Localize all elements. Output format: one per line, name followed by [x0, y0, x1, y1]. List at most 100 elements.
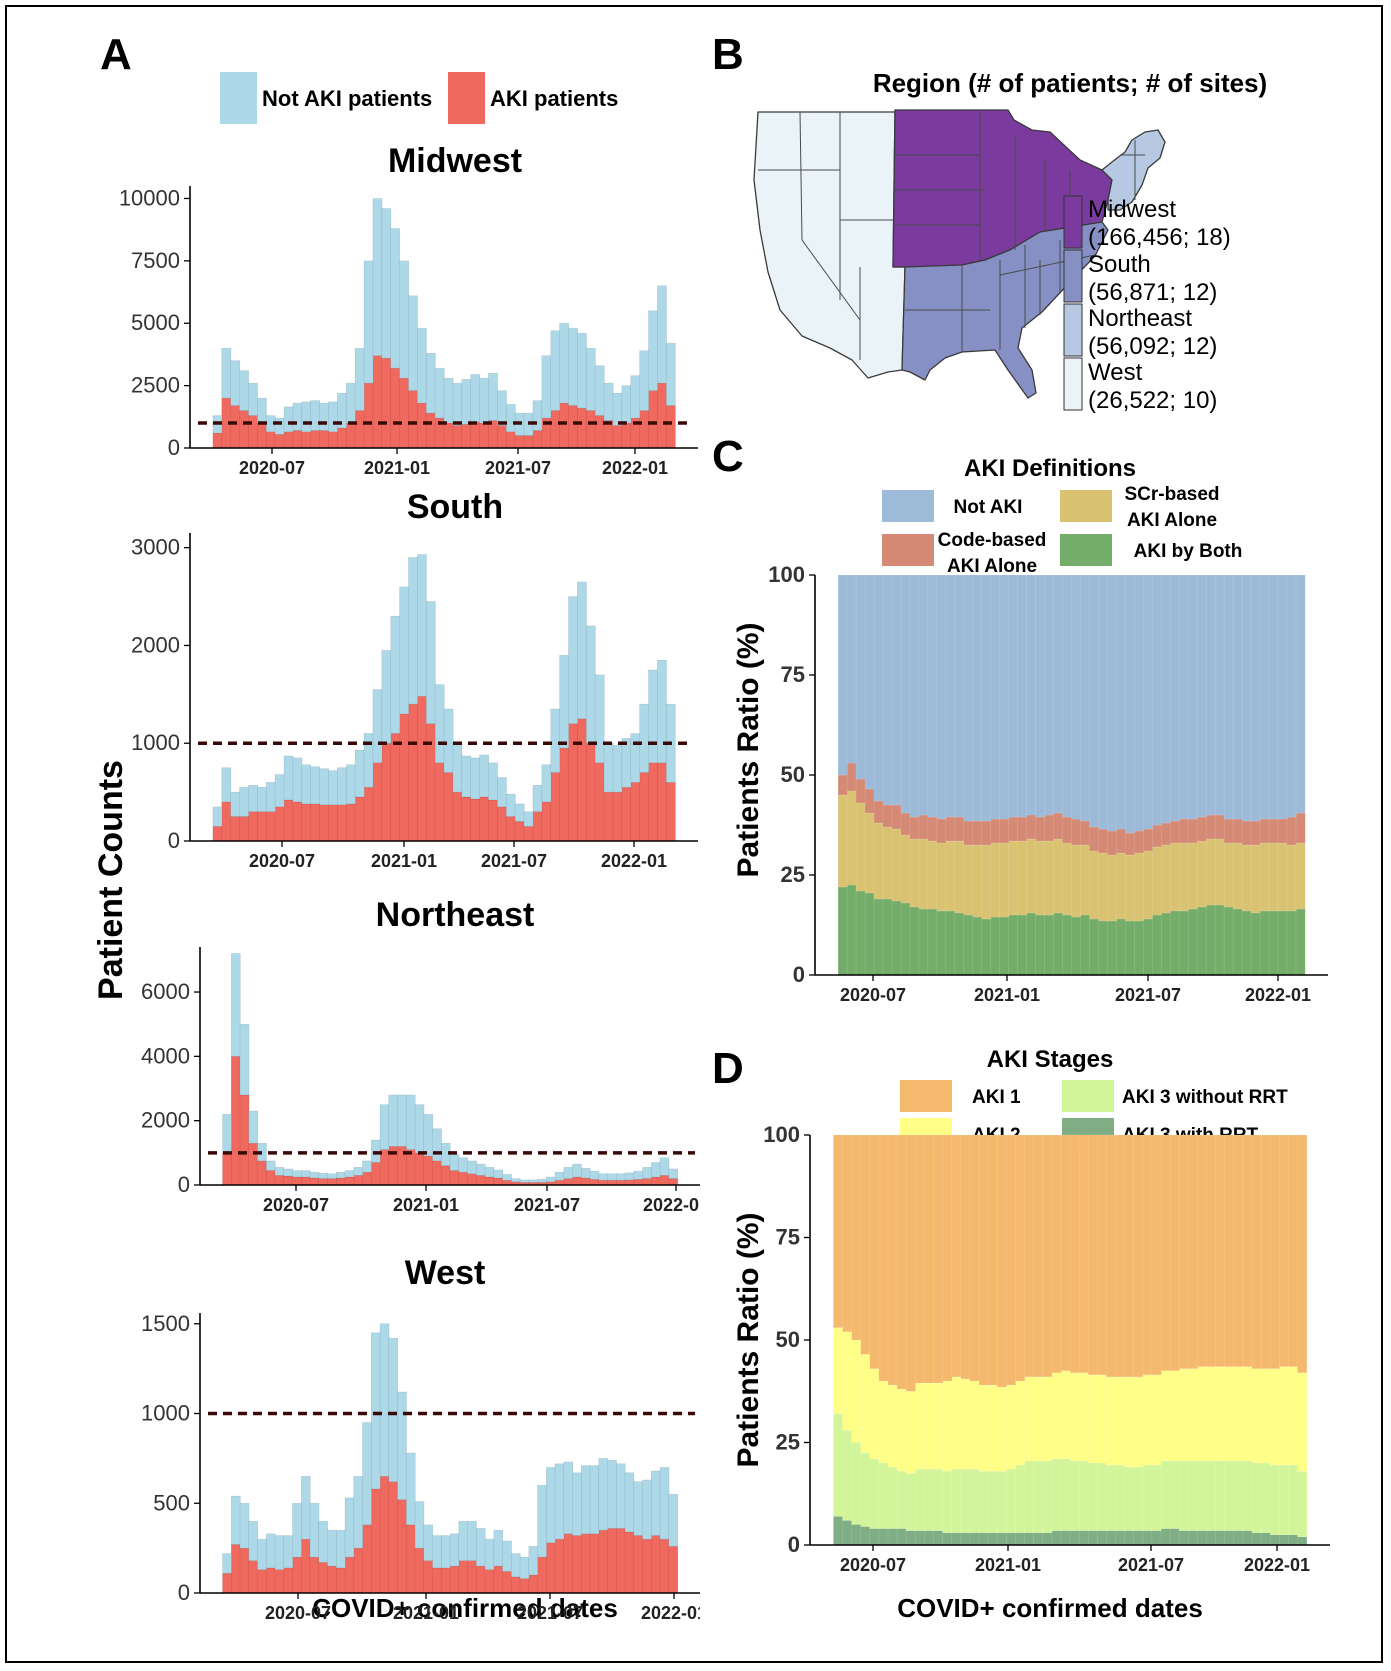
bar-aki_stages-aki-2-14 [960, 1378, 971, 1470]
bar-aki_definitions-aki-by-both-28 [1089, 918, 1100, 976]
bar-south-aki-patients-15 [345, 803, 356, 842]
bar-south-aki-patients-49 [648, 762, 658, 842]
bar-west-aki-patients-35 [528, 1574, 539, 1594]
bar-west-not-aki-patients-51 [668, 1493, 679, 1547]
us-map [753, 109, 1166, 399]
bar-aki_definitions-aki-by-both-43 [1223, 906, 1234, 976]
bar-aki_stages-aki-3-without-rrt-24 [1051, 1458, 1062, 1531]
bar-west-not-aki-patients-22 [414, 1501, 425, 1549]
bar-south-aki-patients-16 [354, 796, 365, 842]
bar-aki_stages-aki-3-with-rrt-25 [1060, 1530, 1071, 1546]
bar-south-aki-patients-38 [550, 772, 561, 842]
bar-aki_definitions-not-aki-7 [900, 574, 911, 814]
x-tick-label-aki_definitions-2: 2021-07 [1115, 985, 1181, 1005]
bar-aki_stages-aki-3-without-rrt-50 [1288, 1464, 1299, 1536]
legend-c-swatch-not-aki [882, 490, 934, 522]
bar-aki_definitions-not-aki-18 [999, 574, 1010, 820]
bar-aki_definitions-scr-based-aki-alone-7 [900, 834, 911, 904]
bar-aki_definitions-not-aki-19 [1008, 574, 1019, 818]
y-tick-label-aki_stages-3: 75 [776, 1225, 800, 1250]
bar-south-not-aki-patients-44 [603, 742, 614, 793]
legend-c-swatch-code [882, 534, 934, 566]
bar-south-aki-patients-17 [363, 786, 374, 842]
bar-aki_definitions-not-aki-26 [1071, 574, 1082, 820]
bar-northeast-not-aki-patients-51 [668, 1168, 679, 1179]
bar-west-aki-patients-39 [563, 1533, 574, 1594]
bar-aki_stages-aki-3-without-rrt-8 [905, 1472, 916, 1531]
bar-west-aki-patients-44 [607, 1528, 617, 1594]
bar-aki_stages-aki-1-6 [887, 1134, 898, 1386]
y-tick-label-aki_definitions-0: 0 [793, 962, 805, 987]
bar-west-not-aki-patients-35 [528, 1546, 539, 1576]
bar-west-aki-patients-11 [318, 1562, 329, 1594]
bar-midwest-not-aki-patients-47 [630, 375, 641, 419]
bar-aki_definitions-aki-by-both-12 [945, 910, 956, 976]
bar-aki_definitions-code-based-aki-alone-12 [945, 816, 956, 842]
bar-aki_stages-aki-2-40 [1197, 1366, 1208, 1462]
panel-a-legend: Not AKI patients AKI patients [220, 72, 618, 124]
bar-aki_definitions-scr-based-aki-alone-31 [1116, 852, 1126, 920]
bar-aki_definitions-scr-based-aki-alone-15 [972, 844, 983, 918]
bar-aki_definitions-code-based-aki-alone-6 [891, 804, 902, 830]
bar-aki_stages-aki-3-with-rrt-49 [1278, 1534, 1289, 1546]
bar-midwest-aki-patients-9 [292, 430, 303, 449]
map-title: Region (# of patients; # of sites) [873, 68, 1267, 98]
panel-letter-a: A [100, 30, 132, 79]
bar-aki_stages-aki-1-11 [933, 1134, 944, 1384]
bar-midwest-aki-patients-35 [523, 435, 534, 449]
bar-south-not-aki-patients-49 [648, 669, 658, 764]
bar-aki_stages-aki-1-28 [1087, 1134, 1098, 1376]
bar-west-not-aki-patients-15 [353, 1476, 364, 1549]
bar-aki_stages-aki-3-without-rrt-10 [924, 1468, 935, 1531]
bar-aki_definitions-not-aki-30 [1107, 574, 1117, 832]
bar-aki_definitions-code-based-aki-alone-2 [855, 778, 866, 804]
bar-south-aki-patients-29 [470, 798, 481, 842]
x-tick-label-south-0: 2020-07 [249, 851, 315, 871]
bar-midwest-not-aki-patients-40 [568, 327, 578, 406]
bar-northeast-not-aki-patients-47 [633, 1170, 644, 1180]
bar-south-not-aki-patients-20 [390, 615, 401, 734]
bar-aki_definitions-scr-based-aki-alone-23 [1044, 840, 1055, 916]
bar-northeast-aki-patients-9 [300, 1176, 311, 1186]
bar-aki_definitions-scr-based-aki-alone-27 [1080, 844, 1091, 916]
x-tick-label-aki_stages-1: 2021-01 [975, 1555, 1041, 1575]
bar-aki_stages-aki-3-with-rrt-6 [887, 1528, 898, 1546]
bar-aki_definitions-scr-based-aki-alone-48 [1268, 842, 1279, 912]
bar-aki_definitions-code-based-aki-alone-13 [954, 816, 965, 842]
bar-west-aki-patients-49 [650, 1535, 661, 1594]
bar-northeast-aki-patients-51 [668, 1178, 679, 1186]
bar-aki_definitions-code-based-aki-alone-4 [873, 800, 884, 824]
bar-aki_definitions-code-based-aki-alone-25 [1062, 816, 1073, 844]
bar-aki_definitions-code-based-aki-alone-44 [1232, 818, 1243, 844]
bar-midwest-aki-patients-48 [639, 410, 650, 449]
chart-c-title: AKI Definitions [964, 455, 1136, 482]
map-legend-northeast-name: Northeast [1088, 305, 1192, 332]
bar-south-aki-patients-3 [239, 816, 250, 842]
bar-aki_definitions-not-aki-48 [1268, 574, 1279, 820]
y-tick-label-northeast-2: 4000 [141, 1043, 190, 1068]
bar-midwest-aki-patients-19 [381, 357, 392, 449]
bar-aki_definitions-aki-by-both-7 [900, 902, 911, 976]
legend-swatch-not-aki [220, 72, 257, 124]
legend-c-label-scr: SCr-based AKI Alone [1124, 484, 1219, 531]
bar-aki_stages-aki-3-with-rrt-13 [951, 1532, 962, 1546]
bar-west-aki-patients-12 [327, 1565, 337, 1594]
bar-south-aki-patients-41 [577, 718, 587, 842]
chart-c-legend: Not AKI SCr-based AKI Alone Code-based AKI… [882, 484, 1242, 577]
bar-aki_definitions-not-aki-15 [972, 574, 983, 822]
bar-west-not-aki-patients-6 [274, 1535, 285, 1570]
chart-south: South 0 1000 2000 3000 2020-07 2021-01 2021-07 2… [131, 488, 698, 871]
bar-south-aki-patients-26 [443, 772, 454, 842]
bar-south-not-aki-patients-11 [310, 766, 321, 805]
bar-aki_definitions-code-based-aki-alone-41 [1205, 814, 1216, 840]
bar-west-aki-patients-21 [405, 1524, 416, 1594]
bar-aki_stages-aki-1-40 [1197, 1134, 1208, 1367]
bar-aki_definitions-code-based-aki-alone-38 [1178, 818, 1189, 844]
map-legend-swatch-south [1063, 249, 1083, 303]
bar-aki_definitions-aki-by-both-11 [936, 910, 947, 976]
bar-aki_definitions-not-aki-0 [837, 574, 848, 776]
bar-south-not-aki-patients-33 [505, 793, 516, 817]
bar-aki_stages-aki-1-3 [860, 1134, 871, 1355]
bar-west-not-aki-patients-46 [624, 1472, 635, 1533]
bar-northeast-not-aki-patients-16 [362, 1160, 372, 1173]
